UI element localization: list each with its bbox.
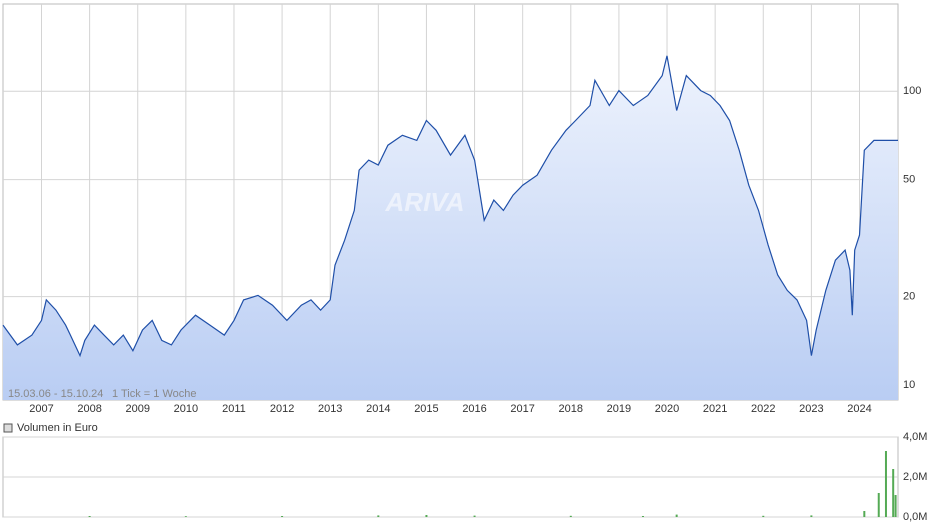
x-tick-label: 2013 [318,403,342,415]
x-tick-label: 2010 [174,403,198,415]
volume-bar [884,451,887,517]
volume-bar [184,516,187,517]
volume-bar [762,515,765,517]
x-tick-label: 2022 [751,403,775,415]
x-tick-label: 2023 [799,403,823,415]
y-tick-label: 10 [903,379,915,391]
y-tick-label: 2,0M [903,471,927,483]
x-tick-label: 2015 [414,403,438,415]
y-tick-label: 50 [903,174,915,186]
tick-note: 1 Tick = 1 Woche [112,388,196,400]
y-tick-label: 100 [903,85,921,97]
volume-bar [88,516,91,517]
volume-bar [810,515,813,517]
x-tick-label: 2011 [222,403,246,415]
price-chart: 10 20 50 100 2007 2008 2009 2010 2011 2012 2013 201… [2,4,921,415]
x-tick-label: 2021 [703,403,727,415]
y-tick-label: 20 [903,291,915,303]
volume-chart: 0,0M 2,0M 4,0M [3,431,927,523]
x-tick-label: 2008 [77,403,101,415]
volume-bar [641,516,644,517]
volume-bar [473,515,476,517]
volume-bar [377,515,380,517]
x-tick-label: 2014 [366,403,390,415]
x-tick-label: 2009 [125,403,149,415]
volume-bar [894,495,897,517]
volume-bar [877,493,880,517]
volume-bar [863,511,866,517]
x-tick-label: 2012 [270,403,294,415]
area [3,55,898,401]
volume-bar [675,514,678,517]
volume-bar [281,516,284,517]
y-tick-label: 4,0M [903,431,927,443]
x-tick-label: 2020 [655,403,679,415]
volume-bar [569,515,572,517]
volume-bar [892,469,895,517]
x-tick-label: 2024 [847,403,871,415]
x-tick-label: 2007 [29,403,53,415]
x-tick-label: 2016 [462,403,486,415]
x-tick-label: 2017 [510,403,534,415]
legend-label: Volumen in Euro [17,422,98,434]
legend-swatch [3,423,13,433]
y-tick-label: 0,0M [903,511,927,523]
x-tick-label: 2018 [559,403,583,415]
watermark: ARIVA [385,187,465,217]
range-label: 15.03.06 - 15.10.24 [8,388,103,400]
price-line [2,55,898,358]
volume-bar [425,515,428,517]
x-tick-label: 2019 [607,403,631,415]
